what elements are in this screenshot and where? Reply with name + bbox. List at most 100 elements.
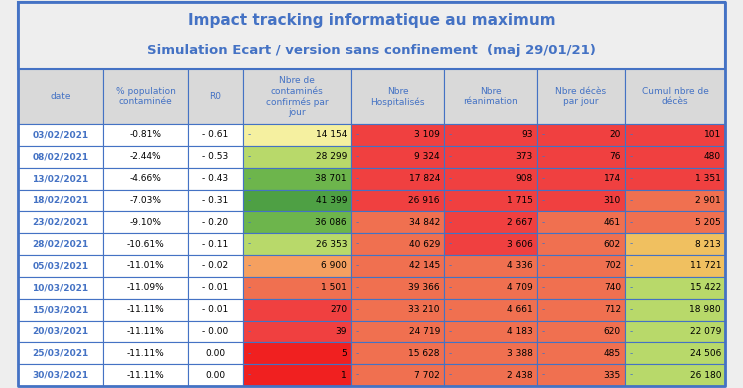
Text: 23/02/2021: 23/02/2021 [33, 218, 88, 227]
Bar [188, 342, 243, 364]
Text: -: - [449, 152, 452, 161]
Text: 05/03/2021: 05/03/2021 [33, 262, 88, 270]
Text: 4 183: 4 183 [507, 327, 533, 336]
Bar [537, 211, 625, 233]
Text: 712: 712 [604, 305, 621, 314]
Text: -: - [248, 262, 251, 270]
Text: 39 366: 39 366 [409, 283, 440, 292]
Text: -11.01%: -11.01% [126, 262, 164, 270]
Bar [537, 299, 625, 320]
Text: -11.09%: -11.09% [126, 283, 164, 292]
Text: -11.11%: -11.11% [126, 305, 164, 314]
Bar [103, 168, 188, 189]
Text: 28/02/2021: 28/02/2021 [33, 240, 88, 249]
Text: 2 901: 2 901 [695, 196, 721, 205]
Text: 13/02/2021: 13/02/2021 [33, 174, 88, 183]
Text: 485: 485 [604, 349, 621, 358]
Text: -: - [248, 218, 251, 227]
Bar [188, 146, 243, 168]
Text: -: - [542, 174, 545, 183]
Text: -: - [542, 240, 545, 249]
Bar [103, 299, 188, 320]
Bar [537, 320, 625, 342]
Bar [537, 146, 625, 168]
Bar [351, 124, 444, 146]
Bar [444, 211, 537, 233]
Bar [625, 168, 725, 189]
Bar [103, 211, 188, 233]
Bar [537, 342, 625, 364]
Text: - 0.20: - 0.20 [202, 218, 229, 227]
Text: - 0.61: - 0.61 [202, 130, 229, 139]
Bar [18, 146, 103, 168]
Text: 22 079: 22 079 [690, 327, 721, 336]
Text: - 0.43: - 0.43 [202, 174, 229, 183]
Text: -: - [630, 349, 633, 358]
Bar [444, 233, 537, 255]
Bar [18, 189, 103, 211]
Text: -: - [356, 305, 360, 314]
Text: 10/03/2021: 10/03/2021 [33, 283, 88, 292]
Text: 26 916: 26 916 [409, 196, 440, 205]
Text: 8 213: 8 213 [695, 240, 721, 249]
Bar [188, 124, 243, 146]
Bar [18, 277, 103, 299]
Text: 40 629: 40 629 [409, 240, 440, 249]
Text: Nbre
Hospitalisés: Nbre Hospitalisés [370, 87, 425, 107]
Text: - 0.00: - 0.00 [202, 327, 229, 336]
Text: 3 388: 3 388 [507, 349, 533, 358]
Bar [444, 168, 537, 189]
Text: -: - [630, 327, 633, 336]
Text: -: - [248, 174, 251, 183]
Text: -11.11%: -11.11% [126, 371, 164, 379]
Text: 24 506: 24 506 [690, 349, 721, 358]
Text: 38 701: 38 701 [315, 174, 347, 183]
Bar [18, 2, 725, 69]
Text: -: - [449, 371, 452, 379]
Text: -: - [542, 371, 545, 379]
Text: - 0.31: - 0.31 [202, 196, 229, 205]
Bar [243, 299, 351, 320]
Bar [188, 277, 243, 299]
Bar [444, 299, 537, 320]
Bar [103, 277, 188, 299]
Bar [444, 342, 537, 364]
Text: 5 205: 5 205 [695, 218, 721, 227]
Text: 0.00: 0.00 [205, 371, 226, 379]
Bar [188, 189, 243, 211]
Text: 93: 93 [522, 130, 533, 139]
Text: 17 824: 17 824 [409, 174, 440, 183]
Bar [103, 233, 188, 255]
Bar [243, 233, 351, 255]
Text: -: - [356, 152, 360, 161]
Text: 25/03/2021: 25/03/2021 [33, 349, 88, 358]
Bar [188, 299, 243, 320]
Text: -: - [630, 283, 633, 292]
Bar [103, 189, 188, 211]
Text: 14 154: 14 154 [316, 130, 347, 139]
Text: 174: 174 [604, 174, 621, 183]
Text: -: - [248, 283, 251, 292]
Text: -: - [356, 283, 360, 292]
Text: 42 145: 42 145 [409, 262, 440, 270]
Bar [444, 320, 537, 342]
Bar [103, 146, 188, 168]
Text: - 0.01: - 0.01 [202, 283, 229, 292]
Text: -: - [542, 130, 545, 139]
Text: 908: 908 [516, 174, 533, 183]
Text: 30/03/2021: 30/03/2021 [33, 371, 88, 379]
Bar [351, 277, 444, 299]
Bar [243, 364, 351, 386]
Text: 620: 620 [604, 327, 621, 336]
Bar [103, 342, 188, 364]
Text: -: - [542, 305, 545, 314]
Bar [537, 124, 625, 146]
Text: -: - [449, 196, 452, 205]
Text: 11 721: 11 721 [690, 262, 721, 270]
Text: % population
contaminée: % population contaminée [116, 87, 175, 106]
Bar [188, 255, 243, 277]
Text: -10.61%: -10.61% [126, 240, 164, 249]
Bar [18, 299, 103, 320]
Text: -: - [630, 240, 633, 249]
Bar [103, 320, 188, 342]
